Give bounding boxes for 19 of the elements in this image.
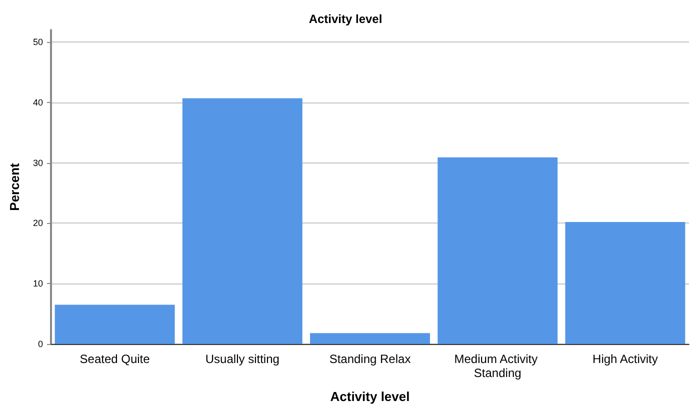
bar: [54, 304, 175, 344]
x-tick-label: Seated Quite: [80, 352, 150, 366]
x-tick-label: Medium Activity Standing: [454, 352, 541, 380]
x-tick-label: High Activity: [592, 352, 658, 366]
bar: [438, 157, 558, 344]
y-tick-label: 40: [32, 97, 43, 108]
x-axis-title: Activity level: [330, 389, 410, 404]
x-tick-label: Usually sitting: [205, 352, 280, 366]
y-axis-title: Percent: [7, 162, 22, 211]
y-tick-label: 0: [38, 339, 43, 349]
chart-title: Activity level: [308, 12, 382, 26]
bar: [310, 333, 430, 344]
bar: [182, 98, 302, 344]
bar: [565, 222, 686, 344]
x-tick-label: Standing Relax: [329, 352, 411, 366]
y-tick-label: 50: [32, 37, 43, 48]
y-tick-label: 20: [32, 218, 43, 228]
y-tick-label: 30: [32, 158, 43, 168]
y-tick-label: 10: [32, 278, 43, 289]
